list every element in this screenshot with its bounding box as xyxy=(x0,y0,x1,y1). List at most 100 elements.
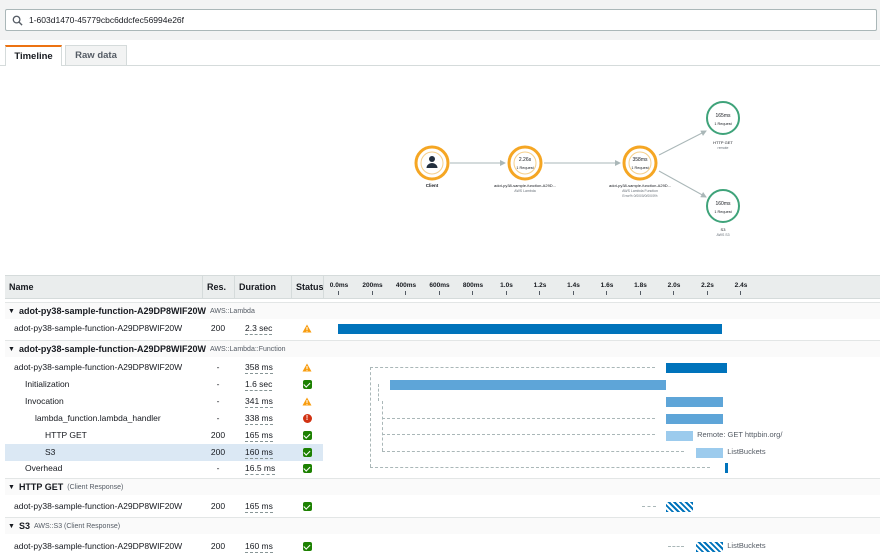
map-node-sublabel: AWS Lambda xyxy=(514,189,536,193)
duration[interactable]: 160 ms xyxy=(245,541,273,553)
segment-name: Overhead xyxy=(25,463,63,473)
duration[interactable]: 160 ms xyxy=(234,444,291,461)
column-header-status[interactable]: Status xyxy=(291,276,324,298)
tab-bar: Timeline Raw data xyxy=(0,40,880,66)
warning-icon xyxy=(302,397,312,406)
response-code: - xyxy=(216,413,220,423)
segment-name: HTTP GET xyxy=(45,430,87,440)
section-header-lambda-function[interactable]: ▼ adot-py38-sample-function-A29DP8WIF20W… xyxy=(5,340,880,357)
trace-row[interactable]: adot-py38-sample-function-A29DP8WIF20W 2… xyxy=(5,538,880,555)
map-node-lambda-function[interactable]: 358ms 1 Request adot-py38-sample-functio… xyxy=(609,145,671,198)
ok-check-icon xyxy=(302,431,312,440)
timeline-guide-line xyxy=(370,367,655,368)
status-cell xyxy=(291,444,323,461)
status-cell xyxy=(291,359,323,376)
trace-row[interactable]: adot-py38-sample-function-A29DP8WIF20W 2… xyxy=(5,498,880,515)
trace-row[interactable]: adot-py38-sample-function-A29DP8WIF20W 2… xyxy=(5,320,880,337)
timeline-bar-label: ListBuckets xyxy=(727,541,766,550)
segment-name: adot-py38-sample-function-A29DP8WIF20W xyxy=(14,501,183,511)
timeline-bar[interactable] xyxy=(338,324,722,334)
trace-id-input[interactable] xyxy=(27,14,847,26)
map-node-requests: 1 Request xyxy=(631,166,649,170)
map-node-error-rate: Error% 0/0/0/0/0/0/0/0% xyxy=(622,194,657,198)
timeline-guide-line xyxy=(668,546,684,547)
timeline-bar[interactable] xyxy=(666,502,694,512)
map-node-sublabel: AWS S3 xyxy=(716,233,729,237)
trace-row[interactable]: adot-py38-sample-function-A29DP8WIF20W -… xyxy=(5,359,880,376)
section-subtitle: AWS::S3 (Client Response) xyxy=(33,522,121,530)
map-node-sublabel: AWS Lambda Function xyxy=(622,189,658,193)
map-node-client[interactable]: Client xyxy=(414,145,450,188)
trace-row[interactable]: HTTP GET 200 165 ms Remote: GET httpbin.… xyxy=(5,427,880,444)
timeline-bar[interactable] xyxy=(666,414,724,424)
collapse-triangle-icon[interactable]: ▼ xyxy=(8,307,15,315)
section-subtitle: AWS::Lambda xyxy=(209,307,255,315)
collapse-triangle-icon[interactable]: ▼ xyxy=(8,345,15,353)
timeline-tick-label: 2.4s xyxy=(726,276,756,296)
map-node-label: HTTP GET xyxy=(713,140,733,145)
map-node-label: S3 xyxy=(721,227,727,232)
response-code: - xyxy=(216,396,220,406)
ok-check-icon xyxy=(302,502,312,511)
duration[interactable]: 165 ms xyxy=(245,501,273,513)
duration[interactable]: 2.3 sec xyxy=(245,323,273,335)
column-header-duration[interactable]: Duration xyxy=(234,276,291,298)
timeline-bar[interactable] xyxy=(666,431,694,441)
duration[interactable]: 338 ms xyxy=(245,413,273,425)
timeline-bar[interactable] xyxy=(666,397,724,407)
duration[interactable]: 1.6 sec xyxy=(245,379,273,391)
map-node-latency: 160ms xyxy=(715,201,731,207)
timeline-guide-line xyxy=(370,467,710,468)
response-code: - xyxy=(216,362,220,372)
timeline-tick-label: 1.6s xyxy=(592,276,622,296)
collapse-triangle-icon[interactable]: ▼ xyxy=(8,483,15,491)
timeline-tick-label: 600ms xyxy=(425,276,455,296)
status-cell xyxy=(291,538,323,555)
timeline-tick-label: 0.0ms xyxy=(324,276,354,296)
column-header-response[interactable]: Res. xyxy=(202,276,234,298)
section-header-s3[interactable]: ▼ S3 AWS::S3 (Client Response) xyxy=(5,517,880,534)
trace-search-box[interactable] xyxy=(5,9,877,31)
timeline-bar[interactable] xyxy=(724,463,729,473)
map-node-latency: 165ms xyxy=(715,113,731,119)
section-header-lambda[interactable]: ▼ adot-py38-sample-function-A29DP8WIF20W… xyxy=(5,302,880,319)
timeline-bar[interactable] xyxy=(696,542,724,552)
status-cell xyxy=(291,498,323,515)
timeline-bar[interactable] xyxy=(389,380,667,390)
duration[interactable]: 16.5 ms xyxy=(245,463,276,475)
segment-name: S3 xyxy=(5,444,202,461)
timeline-guide-line xyxy=(382,418,655,419)
map-node-s3[interactable]: 160ms 1 Request S3 AWS S3 xyxy=(706,189,740,237)
map-node-lambda[interactable]: 2.26s 1 Request adot-py38-sample-functio… xyxy=(494,145,556,193)
trace-row[interactable]: Overhead - 16.5 ms xyxy=(5,460,880,477)
section-title: adot-py38-sample-function-A29DP8WIF20W xyxy=(18,306,206,316)
section-header-http-get[interactable]: ▼ HTTP GET (Client Response) xyxy=(5,478,880,495)
column-header-name[interactable]: Name xyxy=(9,282,34,292)
map-node-http-get[interactable]: 165ms 1 Request HTTP GET remote xyxy=(706,101,740,150)
map-node-sublabel: remote xyxy=(718,146,729,150)
top-bar xyxy=(0,0,880,40)
duration[interactable]: 165 ms xyxy=(245,430,273,442)
status-cell xyxy=(291,460,323,477)
trace-row[interactable]: lambda_function.lambda_handler - 338 ms … xyxy=(5,410,880,427)
timeline-bar[interactable] xyxy=(666,363,727,373)
duration[interactable]: 358 ms xyxy=(245,362,273,374)
response-code: - xyxy=(216,379,220,389)
tab-raw-data[interactable]: Raw data xyxy=(65,45,127,66)
trace-row-selected[interactable]: S3 200 160 ms ListBuckets xyxy=(5,444,880,461)
timeline-table-header: Name Res. Duration Status 0.0ms 200ms 400m… xyxy=(5,275,880,299)
timeline-bar[interactable] xyxy=(696,448,724,458)
tab-timeline[interactable]: Timeline xyxy=(5,45,62,66)
trace-row[interactable]: Invocation - 341 ms xyxy=(5,393,880,410)
section-subtitle: (Client Response) xyxy=(67,483,124,491)
trace-row[interactable]: Initialization - 1.6 sec xyxy=(5,376,880,393)
timeline-bar-label: Remote: GET httpbin.org/ xyxy=(697,430,783,439)
timeline-guide-line xyxy=(370,367,371,467)
duration[interactable]: 341 ms xyxy=(245,396,273,408)
timeline-tick-label: 2.2s xyxy=(693,276,723,296)
warning-icon xyxy=(302,363,312,372)
timeline-tick-label: 200ms xyxy=(358,276,388,296)
map-node-requests: 1 Request xyxy=(714,122,732,126)
timeline-tick-label: 2.0s xyxy=(659,276,689,296)
collapse-triangle-icon[interactable]: ▼ xyxy=(8,522,15,530)
